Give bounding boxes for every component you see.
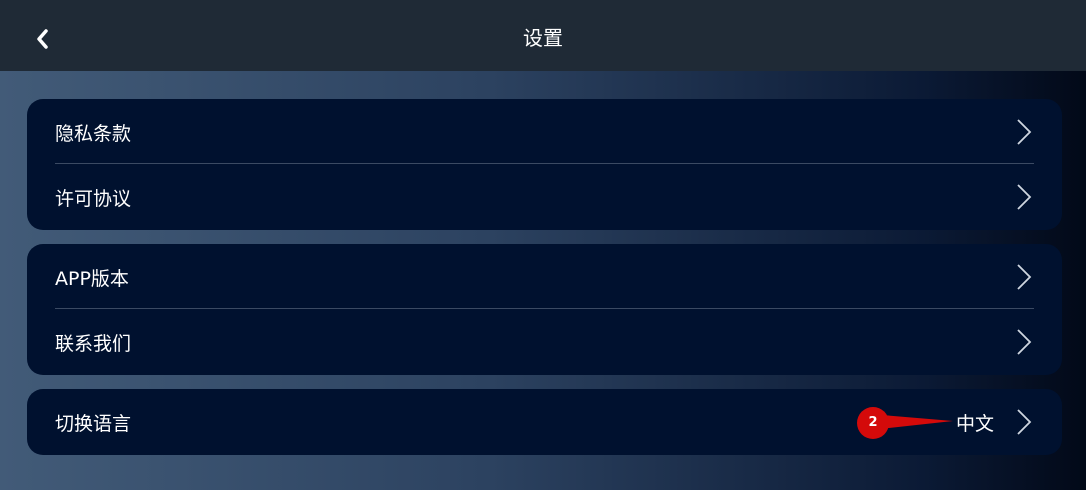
chevron-right-icon [1017,184,1032,210]
page-title: 设置 [523,26,563,50]
divider [55,163,1034,164]
privacy-policy-row[interactable]: 隐私条款 [27,99,1062,164]
row-label: 联系我们 [55,333,132,355]
row-label: 许可协议 [55,188,132,210]
annotation-pointer [870,414,953,430]
chevron-right-icon [1017,409,1032,435]
switch-language-row[interactable]: 切换语言 中文 [27,389,1062,454]
row-label: 隐私条款 [55,123,132,145]
row-label: APP版本 [55,268,129,290]
settings-group-about: APP版本 联系我们 [27,244,1062,375]
settings-group-legal: 隐私条款 许可协议 [27,99,1062,230]
back-button[interactable] [30,22,56,56]
row-label: 切换语言 [55,413,132,435]
divider [55,308,1034,309]
header-bar: 设置 [0,0,1086,71]
language-value: 中文 [955,413,994,435]
chevron-right-icon [1017,119,1032,145]
contact-us-row[interactable]: 联系我们 [27,309,1062,374]
chevron-right-icon [1017,329,1032,355]
license-agreement-row[interactable]: 许可协议 [27,164,1062,229]
annotation-badge: 2 [857,407,889,439]
chevron-right-icon [1017,264,1032,290]
app-version-row[interactable]: APP版本 [27,244,1062,309]
